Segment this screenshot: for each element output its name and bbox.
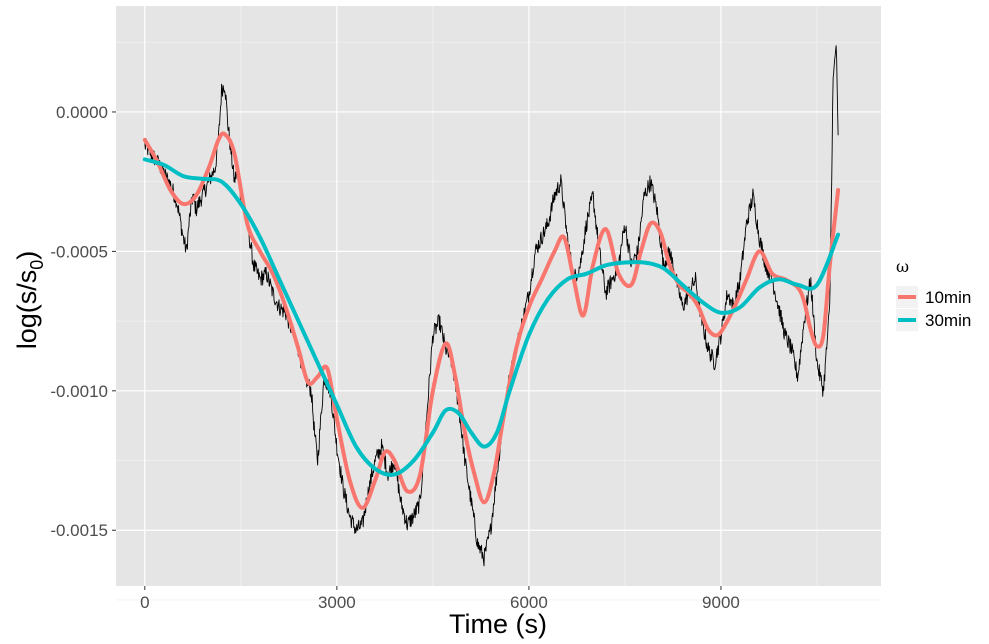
raw-series (144, 45, 839, 567)
x-tick-label: 9000 (702, 593, 740, 612)
y-axis-ticks: 0.0000 -0.0005 -0.0010 -0.0015 (50, 103, 116, 540)
legend-title: ω (896, 257, 909, 276)
plot-panel (116, 6, 881, 586)
x-axis-ticks: 0 3000 6000 9000 (140, 586, 740, 612)
series-line-10min (142, 131, 841, 510)
minor-gridlines (116, 6, 881, 601)
x-tick-label: 0 (140, 593, 149, 612)
x-tick-label: 3000 (318, 593, 356, 612)
legend-label-30min: 30min (925, 311, 971, 330)
y-axis-title-main: log(s/s (12, 270, 42, 350)
legend-items: 10min 30min (896, 286, 971, 331)
y-axis-title: log(s/s0) (12, 251, 47, 350)
raw-series-line (144, 45, 839, 567)
x-tick-label: 6000 (510, 593, 548, 612)
y-tick-label: -0.0005 (50, 242, 108, 261)
y-tick-label: -0.0010 (50, 382, 108, 401)
series-line-30min (142, 157, 841, 477)
x-axis-title: Time (s) (449, 609, 547, 639)
y-tick-label: 0.0000 (56, 103, 108, 122)
major-gridlines (116, 6, 881, 586)
legend: ω 10min 30min (896, 257, 971, 331)
y-tick-label: -0.0015 (50, 521, 108, 540)
smoothed-series (142, 131, 841, 510)
legend-label-10min: 10min (925, 288, 971, 307)
y-axis-title-subscript: 0 (27, 260, 47, 270)
y-axis-title-close: ) (12, 251, 42, 260)
